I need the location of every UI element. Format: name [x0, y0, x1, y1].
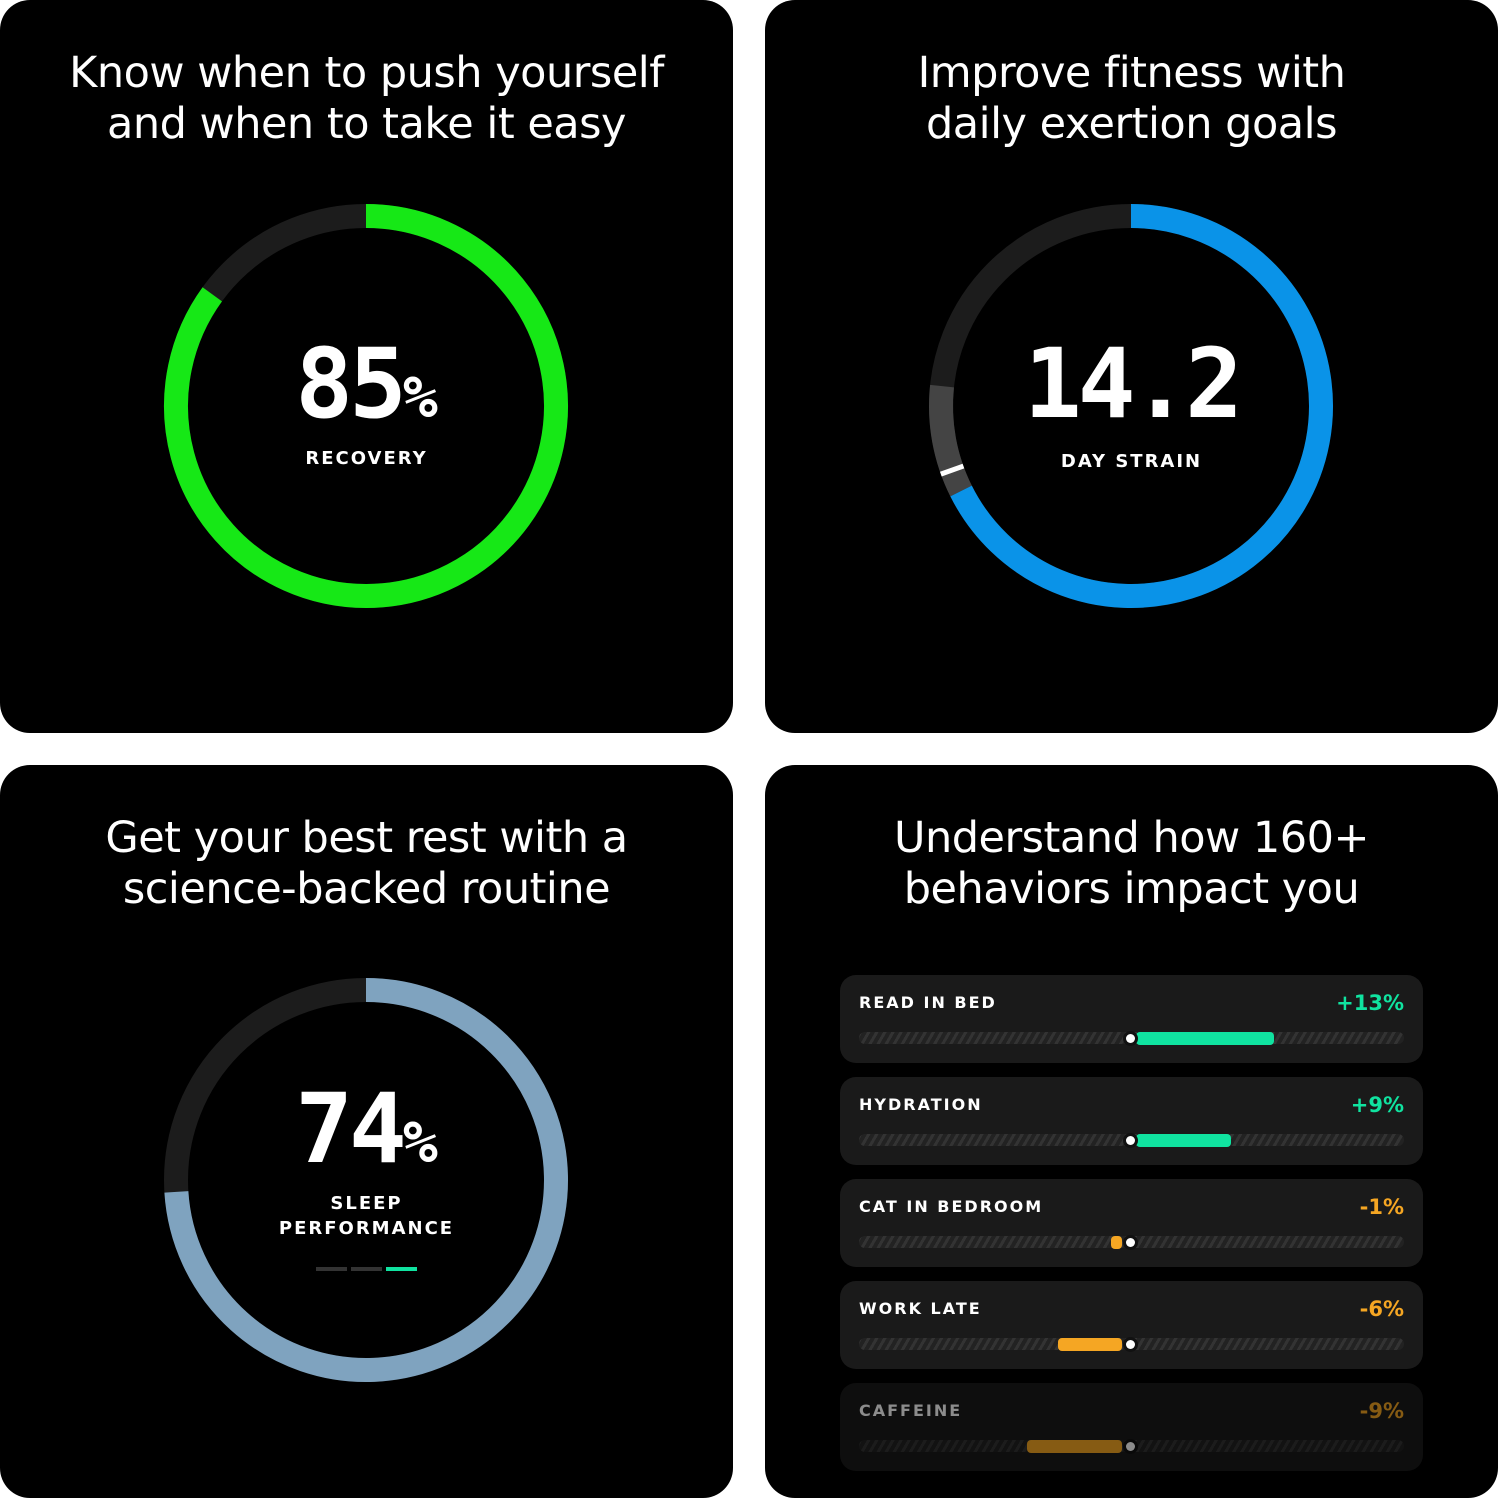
title-line: and when to take it easy	[106, 99, 627, 149]
behavior-name: HYDRATION	[859, 1095, 983, 1114]
strain-marker	[939, 463, 965, 477]
behavior-row[interactable]: READ IN BED +13%	[840, 975, 1423, 1063]
impact-bar	[1026, 1440, 1122, 1453]
recovery-value: 85%	[0, 328, 733, 440]
recovery-label: RECOVERY	[305, 448, 428, 469]
impact-bar	[1136, 1134, 1232, 1147]
strain-label: DAY STRAIN	[1060, 451, 1203, 472]
behavior-impact: -1%	[1359, 1195, 1404, 1219]
baseline-dot	[1126, 1034, 1135, 1043]
behavior-name: CAFFEINE	[859, 1401, 963, 1420]
behavior-row[interactable]: CAFFEINE -9%	[840, 1383, 1423, 1471]
title-line: behaviors impact you	[903, 864, 1360, 914]
baseline-dot	[1126, 1340, 1135, 1349]
behavior-name: WORK LATE	[859, 1299, 982, 1318]
behavior-name: CAT IN BEDROOM	[859, 1197, 1044, 1216]
value-number: 74	[295, 1073, 407, 1185]
behavior-row[interactable]: HYDRATION +9%	[840, 1077, 1423, 1165]
behavior-impact: +9%	[1350, 1093, 1404, 1117]
strain-title: Improve fitness with daily exertion goals	[765, 48, 1498, 150]
title-line: Understand how 160+	[894, 813, 1370, 863]
strain-ring	[929, 204, 1333, 608]
value-unit: %	[402, 363, 438, 431]
behavior-row[interactable]: WORK LATE -6%	[840, 1281, 1423, 1369]
recovery-card: Know when to push yourself and when to ta…	[0, 0, 733, 733]
title-line: Improve fitness with	[917, 48, 1346, 98]
stage-dash	[316, 1267, 347, 1271]
baseline-dot	[1126, 1442, 1135, 1451]
title-line: science-backed routine	[122, 864, 611, 914]
behavior-name: READ IN BED	[859, 993, 997, 1012]
label-line: SLEEP	[330, 1193, 403, 1214]
title-line: Know when to push yourself	[69, 48, 664, 98]
recovery-ring	[164, 204, 568, 608]
strain-target-arc	[929, 384, 972, 497]
behavior-impact: -9%	[1359, 1399, 1404, 1423]
value-number: 85	[295, 328, 407, 440]
title-line: daily exertion goals	[926, 99, 1337, 149]
behavior-row[interactable]: CAT IN BEDROOM -1%	[840, 1179, 1423, 1267]
sleep-card: Get your best rest with a science-backed …	[0, 765, 733, 1498]
baseline-dot	[1126, 1238, 1135, 1247]
value-unit: %	[402, 1108, 438, 1176]
strain-arc	[950, 204, 1333, 608]
behaviors-card: Understand how 160+ behaviors impact you …	[765, 765, 1498, 1498]
title-line: Get your best rest with a	[105, 813, 628, 863]
strain-card: Improve fitness with daily exertion goals…	[765, 0, 1498, 733]
sleep-arc	[164, 978, 568, 1382]
sleep-ring	[164, 978, 568, 1382]
impact-bar	[1136, 1032, 1274, 1045]
behaviors-title: Understand how 160+ behaviors impact you	[765, 813, 1498, 915]
sleep-value: 74%	[0, 1073, 733, 1185]
behavior-impact: -6%	[1359, 1297, 1404, 1321]
stage-dash-active	[386, 1267, 417, 1271]
stage-dash	[351, 1267, 382, 1271]
recovery-title: Know when to push yourself and when to ta…	[0, 48, 733, 150]
impact-bar	[1058, 1338, 1122, 1351]
sleep-title: Get your best rest with a science-backed …	[0, 813, 733, 915]
baseline-dot	[1126, 1136, 1135, 1145]
impact-bar	[1111, 1236, 1122, 1249]
sleep-label: SLEEP PERFORMANCE	[0, 1191, 733, 1241]
behavior-impact: +13%	[1336, 991, 1404, 1015]
recovery-arc	[164, 204, 568, 608]
label-line: PERFORMANCE	[278, 1218, 455, 1239]
strain-value: 14.2	[1023, 328, 1243, 440]
